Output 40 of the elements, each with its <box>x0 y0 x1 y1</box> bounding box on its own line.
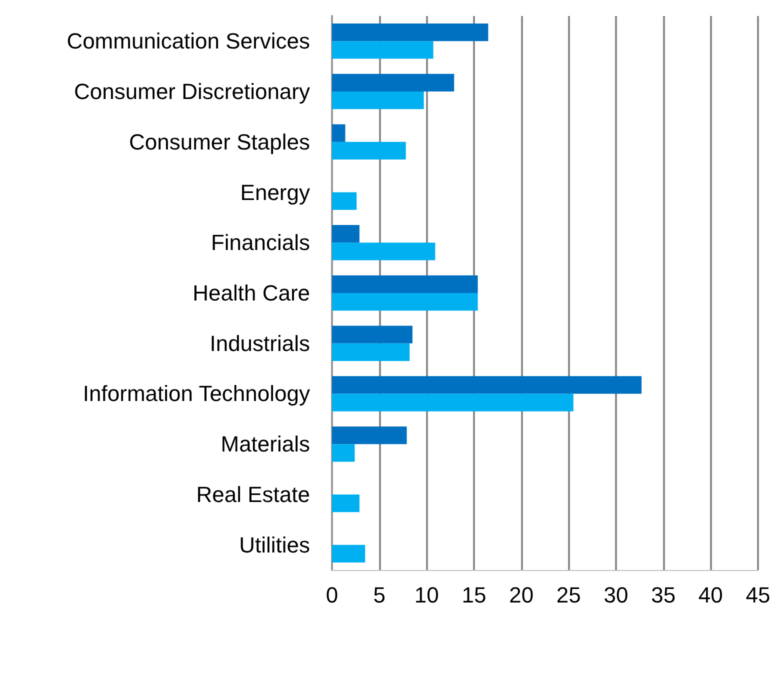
bar <box>332 394 574 412</box>
x-tick-label: 15 <box>462 582 486 608</box>
x-tick-label: 10 <box>414 582 439 608</box>
bar <box>332 444 355 462</box>
x-tick-label: 25 <box>556 582 581 608</box>
x-tick-label: 40 <box>698 582 723 608</box>
bar <box>332 142 406 160</box>
x-tick-label: 20 <box>509 582 534 608</box>
bar <box>332 124 346 142</box>
bar <box>332 293 478 311</box>
bar <box>332 544 366 562</box>
bar <box>332 275 478 293</box>
bar <box>332 343 410 361</box>
x-tick-label: 45 <box>746 582 770 608</box>
y-tick-label: Materials <box>220 432 310 457</box>
bar <box>332 376 642 394</box>
bar <box>332 494 360 512</box>
x-tick-label: 30 <box>604 582 628 608</box>
y-tick-label: Financials <box>210 230 310 256</box>
bar <box>332 326 412 344</box>
y-tick-label: Real Estate <box>196 482 310 507</box>
y-tick-label: Health Care <box>192 280 310 306</box>
bar <box>332 242 436 260</box>
y-tick-label: Utilities <box>239 532 310 558</box>
y-tick-label: Industrials <box>210 330 310 356</box>
y-tick-label: Communication Services <box>66 28 310 54</box>
y-tick-label: Consumer Staples <box>129 129 310 154</box>
y-tick-label: Consumer Discretionary <box>74 79 310 104</box>
bar <box>332 225 360 243</box>
y-tick-label: Information Technology <box>82 381 310 406</box>
bar <box>332 92 424 110</box>
bar <box>332 426 407 444</box>
y-tick-label: Energy <box>240 180 310 205</box>
bar <box>332 41 434 59</box>
bar <box>332 74 454 92</box>
bar <box>332 192 357 210</box>
bar <box>332 24 488 42</box>
x-tick-label: 0 <box>326 582 338 608</box>
x-tick-label: 35 <box>651 582 676 608</box>
x-tick-label: 5 <box>373 582 386 608</box>
